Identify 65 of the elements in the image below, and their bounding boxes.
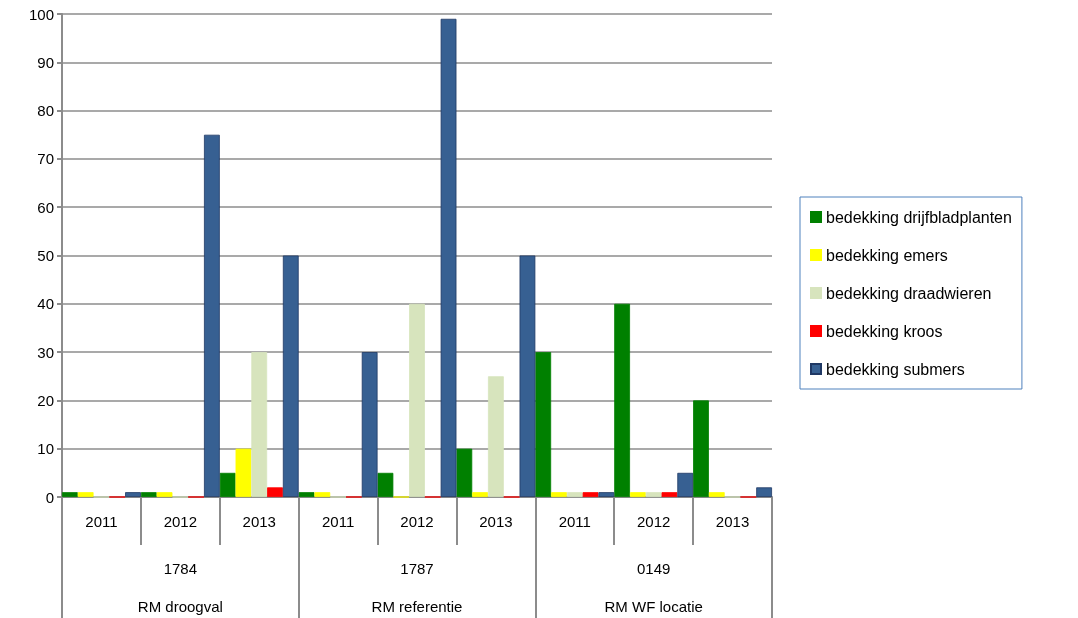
y-tick-label: 10 (37, 440, 54, 458)
text: RM referentie (371, 598, 463, 615)
bar (440, 18, 457, 497)
bar (677, 472, 694, 497)
bar (140, 492, 157, 497)
x-tick-label: 2013 (715, 513, 750, 530)
bar (77, 492, 94, 497)
bar (409, 303, 425, 497)
x-tick-label: 2013 (242, 513, 276, 530)
x-tick-label: 2012 (163, 513, 198, 530)
x-tick-label: 2011 (85, 513, 118, 530)
legend-label: bedekking emers (826, 246, 948, 264)
bar (661, 492, 678, 497)
bar (472, 492, 488, 497)
legend-label: bedekking draadwieren (826, 284, 992, 302)
bar (614, 303, 630, 497)
legend-label: bedekking drijfbladplanten (826, 208, 1012, 226)
text: RM WF locatie (604, 598, 703, 615)
legend-label: bedekking kroos (826, 322, 943, 340)
bar (708, 492, 725, 497)
y-tick-label: 90 (37, 53, 54, 71)
bar (62, 492, 78, 497)
bar (298, 492, 315, 497)
y-tick-label: 80 (37, 102, 54, 120)
bar (582, 492, 599, 497)
bar (267, 487, 283, 497)
y-tick-label: 70 (37, 150, 54, 168)
x-tick-label: 2012 (400, 513, 434, 530)
y-tick-label: 40 (37, 295, 54, 313)
bar (282, 255, 299, 497)
y-tick-label: 50 (37, 247, 54, 264)
bar (156, 492, 173, 497)
x-tick-label: 2012 (636, 513, 671, 530)
bar (377, 472, 394, 497)
bar (314, 492, 331, 497)
bar (535, 352, 552, 497)
y-tick-label: 60 (37, 198, 54, 216)
text: 1787 (400, 560, 434, 577)
legend-label: bedekking submers (826, 360, 965, 378)
bar (630, 492, 646, 497)
bar (598, 492, 615, 497)
y-tick-label: 20 (37, 391, 54, 409)
bar (645, 492, 662, 497)
bar (204, 134, 220, 497)
bar (551, 492, 567, 497)
bar (361, 352, 378, 497)
text: 0149 (636, 560, 671, 577)
bar (235, 448, 252, 497)
y-tick-label: 100 (28, 5, 54, 23)
bar (756, 487, 772, 497)
bar (693, 400, 709, 497)
y-tick-label: 0 (45, 488, 54, 506)
bar (519, 255, 536, 497)
x-tick-label: 2011 (558, 513, 591, 530)
bar (251, 352, 268, 497)
x-tick-label: 2013 (479, 513, 513, 530)
bar (566, 492, 583, 497)
bar (219, 472, 236, 497)
bar (456, 448, 473, 497)
y-tick-label: 30 (37, 343, 54, 361)
bar (488, 376, 504, 497)
text: RM droogval (137, 598, 223, 615)
x-tick-label: 2011 (321, 513, 355, 530)
text: 1784 (163, 560, 198, 577)
bar (125, 492, 141, 497)
